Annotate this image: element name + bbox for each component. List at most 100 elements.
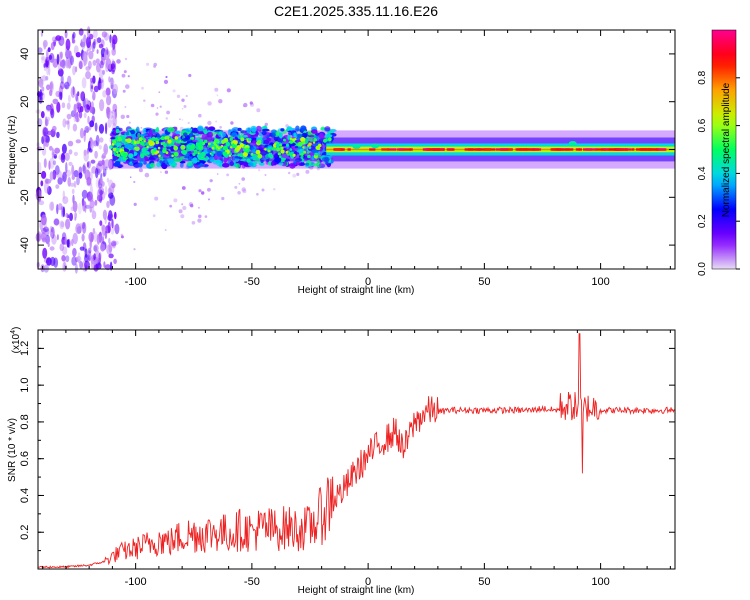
- spectrogram-noise-cell: [99, 220, 103, 226]
- spectrogram-x-tick-label: -50: [244, 276, 260, 288]
- spectrogram-noise-cell: [72, 247, 77, 257]
- spectrogram-band-cell: [248, 162, 254, 167]
- spectrogram-y-tick-label: -20: [19, 189, 31, 205]
- spectrogram-noise-cell: [48, 145, 53, 151]
- spectrogram-scatter-cell: [144, 172, 150, 178]
- snr-data-point: [368, 458, 369, 459]
- spectrogram-scatter-cell: [182, 205, 187, 211]
- spectrogram-noise-cell: [41, 147, 47, 156]
- spectrogram-band-cell: [311, 155, 315, 161]
- spectrogram-noise-cell: [93, 244, 99, 252]
- spectrogram-noise-cell: [61, 102, 66, 109]
- spectrogram-band-cell: [129, 130, 136, 135]
- spectrogram-scatter-cell: [197, 206, 200, 209]
- spectrogram-scatter-cell: [181, 119, 184, 121]
- spectrogram-noise-cell: [112, 83, 119, 95]
- spectrogram-scatter-cell: [292, 173, 297, 178]
- snr-y-tick-label: 0.2: [19, 525, 31, 540]
- spectrogram-noise-cell: [71, 175, 76, 180]
- spectrogram-band-peak: [179, 140, 182, 142]
- spectrogram-noise-cell: [73, 111, 76, 123]
- spectrogram-noise-cell: [108, 237, 111, 244]
- spectrogram-scatter-cell: [120, 233, 124, 237]
- spectrogram-noise-cell: [102, 90, 107, 98]
- snr-data-point: [344, 491, 345, 492]
- spectrogram-noise-cell: [46, 49, 49, 62]
- spectrogram-noise-cell: [38, 79, 44, 85]
- spectrogram-noise-cell: [65, 169, 72, 177]
- spectrogram-noise-cell: [97, 188, 103, 200]
- spectrogram-noise-cell: [113, 240, 119, 246]
- spectrogram-band-peak: [160, 136, 165, 141]
- spectrogram-band-peak: [229, 137, 233, 141]
- spectrogram-band-cell: [174, 130, 181, 135]
- spectrogram-band-cell: [324, 134, 333, 138]
- spectrogram-band-peak: [167, 139, 172, 144]
- spectrogram-line-peak: [475, 148, 482, 151]
- spectrogram-noise-cell: [40, 111, 45, 119]
- spectrogram-noise-cell: [111, 48, 116, 56]
- spectrogram-noise-cell: [108, 192, 114, 199]
- spectrogram-band-peak: [190, 148, 193, 151]
- spectrogram-band-peak: [112, 147, 117, 152]
- spectrogram-band-cell: [235, 163, 241, 169]
- spectrogram-scatter-cell: [181, 98, 185, 102]
- spectrogram-scatter-cell: [138, 168, 143, 173]
- spectrogram-scatter-cell: [256, 193, 259, 196]
- spectrogram-y-tick-label: 20: [19, 96, 31, 108]
- spectrogram-band-cell: [167, 127, 175, 133]
- spectrogram-noise-cell: [93, 85, 99, 93]
- spectrogram-band-peak: [146, 152, 150, 155]
- spectrogram-noise-cell: [92, 59, 97, 66]
- spectrogram-band-peak: [290, 151, 294, 155]
- snr-data-point: [240, 534, 241, 535]
- spectrogram-band-peak: [158, 154, 161, 158]
- spectrogram-band-peak: [201, 141, 206, 146]
- spectrogram-line-peak: [625, 148, 632, 151]
- spectrogram-scatter-cell: [185, 94, 188, 98]
- spectrogram-band-cell: [197, 164, 204, 168]
- spectrogram-x-tick-label: -100: [125, 276, 147, 288]
- spectrogram-band-cell: [156, 162, 161, 168]
- snr-data-point: [572, 409, 573, 410]
- spectrogram-noise-cell: [93, 264, 99, 272]
- spectrogram-noise-cell: [37, 47, 43, 54]
- spectrogram-band-cell: [293, 132, 297, 138]
- spectrogram-noise-cell: [99, 99, 105, 112]
- spectrogram-noise-cell: [89, 120, 95, 128]
- spectrogram-band-cell: [117, 142, 122, 145]
- spectrogram-band-peak: [267, 149, 271, 153]
- snr-data-point: [554, 410, 555, 411]
- spectrogram-noise-cell: [106, 94, 112, 106]
- spectrogram-scatter-cell: [191, 221, 196, 225]
- spectrogram-band-cell: [216, 150, 223, 157]
- spectrogram-band-peak: [126, 138, 132, 144]
- spectrogram-band-cell: [261, 130, 267, 136]
- spectrogram-noise-cell: [89, 81, 94, 93]
- spectrogram-noise-cell: [95, 58, 100, 64]
- colorbar-tick-label: 0.6: [697, 118, 708, 132]
- snr-data-point: [565, 409, 566, 410]
- snr-x-ticks: -100 -50 0 50 100: [42, 330, 671, 588]
- spectrogram-band-cell: [197, 125, 204, 132]
- spectrogram-noise-cell: [64, 152, 70, 161]
- spectrogram-line-peak: [433, 148, 438, 151]
- spectrogram-noise-cell: [99, 60, 104, 69]
- spectrogram-band-peak: [255, 149, 261, 155]
- spectrogram-noise-cell: [72, 232, 78, 245]
- spectrogram-noise-cell: [98, 123, 105, 134]
- spectrogram-noise-cell: [42, 39, 48, 48]
- spectrogram-noise-cell: [78, 28, 84, 36]
- spectrogram-noise-cell: [94, 37, 99, 45]
- spectrogram-band-cell: [288, 131, 293, 136]
- spectrogram-scatter-cell: [234, 185, 238, 189]
- snr-data-point: [507, 410, 508, 411]
- spectrogram-noise-cell: [88, 231, 95, 243]
- spectrogram-scatter-cell: [164, 229, 167, 231]
- spectrogram-band-peak: [242, 151, 248, 157]
- spectrogram-noise-cell: [70, 86, 76, 98]
- spectrogram-noise-cell: [37, 161, 42, 174]
- spectrogram-noise-cell: [66, 239, 70, 248]
- spectrogram-band-peak: [327, 137, 332, 142]
- spectrogram-band-peak: [213, 141, 216, 145]
